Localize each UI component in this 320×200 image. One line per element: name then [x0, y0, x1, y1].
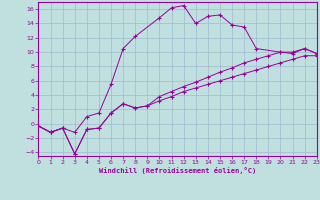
X-axis label: Windchill (Refroidissement éolien,°C): Windchill (Refroidissement éolien,°C) [99, 167, 256, 174]
